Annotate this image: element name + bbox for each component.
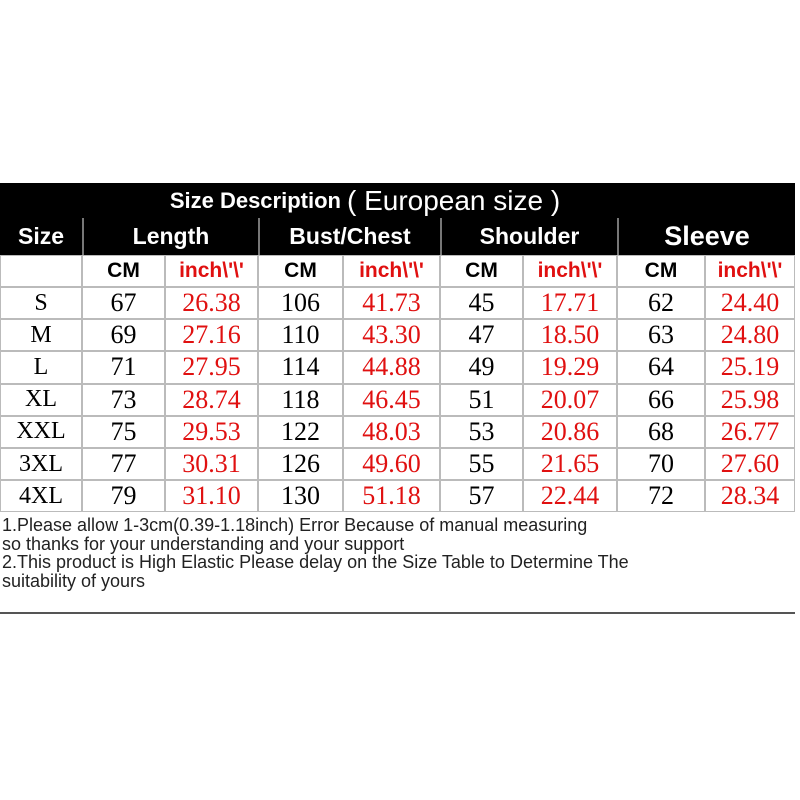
- note-line: 1.Please allow 1-3cm(0.39-1.18inch) Erro…: [2, 515, 588, 535]
- measurement: 51.18: [343, 480, 440, 513]
- measurement: 53: [440, 415, 523, 448]
- note-line: so thanks for your understanding and you…: [2, 533, 405, 554]
- column-header: Shoulder: [440, 218, 617, 255]
- measurement: 51: [440, 383, 523, 416]
- measurement: 44.88: [343, 351, 440, 384]
- measurement: 20.86: [523, 415, 617, 448]
- measurement: 68: [617, 415, 705, 448]
- size-label: 3XL: [0, 448, 82, 481]
- size-label: M: [0, 319, 82, 352]
- measurement: 41.73: [343, 287, 440, 320]
- unit-label: CM: [258, 255, 343, 287]
- measurement: 26.77: [705, 415, 795, 448]
- measurement: 24.80: [705, 319, 795, 352]
- measurement: 55: [440, 448, 523, 481]
- measurement: 27.16: [165, 319, 258, 352]
- measurement: 29.53: [165, 415, 258, 448]
- measurement: 43.30: [343, 319, 440, 352]
- measurement: 49: [440, 351, 523, 384]
- measurement: 31.10: [165, 480, 258, 513]
- measurement: 18.50: [523, 319, 617, 352]
- measurement: 30.31: [165, 448, 258, 481]
- measurement: 110: [258, 319, 343, 352]
- note-line: 2.This product is High Elastic Please de…: [2, 552, 629, 572]
- measurement: 28.74: [165, 383, 258, 416]
- measurement: 48.03: [343, 415, 440, 448]
- column-header: Length: [82, 218, 258, 255]
- measurement: 25.19: [705, 351, 795, 384]
- unit-label: inch\'\': [705, 255, 795, 287]
- measurement: 17.71: [523, 287, 617, 320]
- measurement: 27.60: [705, 448, 795, 481]
- measurement: 130: [258, 480, 343, 513]
- unit-label: CM: [617, 255, 705, 287]
- measurement: 45: [440, 287, 523, 320]
- size-label: XXL: [0, 415, 82, 448]
- measurement: 27.95: [165, 351, 258, 384]
- unit-label: inch\'\': [523, 255, 617, 287]
- measurement: 126: [258, 448, 343, 481]
- measurement: 72: [617, 480, 705, 513]
- measurement: 46.45: [343, 383, 440, 416]
- measurement: 47: [440, 319, 523, 352]
- size-label: S: [0, 287, 82, 320]
- unit-label: CM: [82, 255, 165, 287]
- table-subtitle: ( European size ): [346, 184, 561, 216]
- column-header: Bust/Chest: [258, 218, 440, 255]
- measurement: 69: [82, 319, 165, 352]
- size-label: 4XL: [0, 480, 82, 513]
- measurement: 79: [82, 480, 165, 513]
- cell: [0, 255, 82, 287]
- measurement: 114: [258, 351, 343, 384]
- measurement: 106: [258, 287, 343, 320]
- divider: [0, 612, 795, 614]
- column-header: Sleeve: [617, 218, 795, 255]
- measurement: 71: [82, 351, 165, 384]
- measurement: 57: [440, 480, 523, 513]
- unit-label: CM: [440, 255, 523, 287]
- measurement: 49.60: [343, 448, 440, 481]
- measurement: 77: [82, 448, 165, 481]
- measurement: 21.65: [523, 448, 617, 481]
- unit-label: inch\'\': [343, 255, 440, 287]
- measurement: 70: [617, 448, 705, 481]
- measurement: 75: [82, 415, 165, 448]
- measurement: 66: [617, 383, 705, 416]
- measurement: 122: [258, 415, 343, 448]
- measurement: 67: [82, 287, 165, 320]
- header-band: [0, 183, 795, 255]
- measurement: 19.29: [523, 351, 617, 384]
- table-title: Size Description: [169, 187, 341, 213]
- measurement: 64: [617, 351, 705, 384]
- title-bar: Size Description ( European size ): [0, 183, 730, 218]
- measurement: 62: [617, 287, 705, 320]
- measurement: 22.44: [523, 480, 617, 513]
- measurement: 20.07: [523, 383, 617, 416]
- measurement: 28.34: [705, 480, 795, 513]
- note-line: suitability of yours: [2, 570, 146, 591]
- measurement: 118: [258, 383, 343, 416]
- measurement: 25.98: [705, 383, 795, 416]
- measurement: 26.38: [165, 287, 258, 320]
- measurement: 24.40: [705, 287, 795, 320]
- size-label: XL: [0, 383, 82, 416]
- measurement: 73: [82, 383, 165, 416]
- column-header: Size: [17, 223, 65, 249]
- size-label: L: [0, 351, 82, 384]
- measurement: 63: [617, 319, 705, 352]
- unit-label: inch\'\': [165, 255, 258, 287]
